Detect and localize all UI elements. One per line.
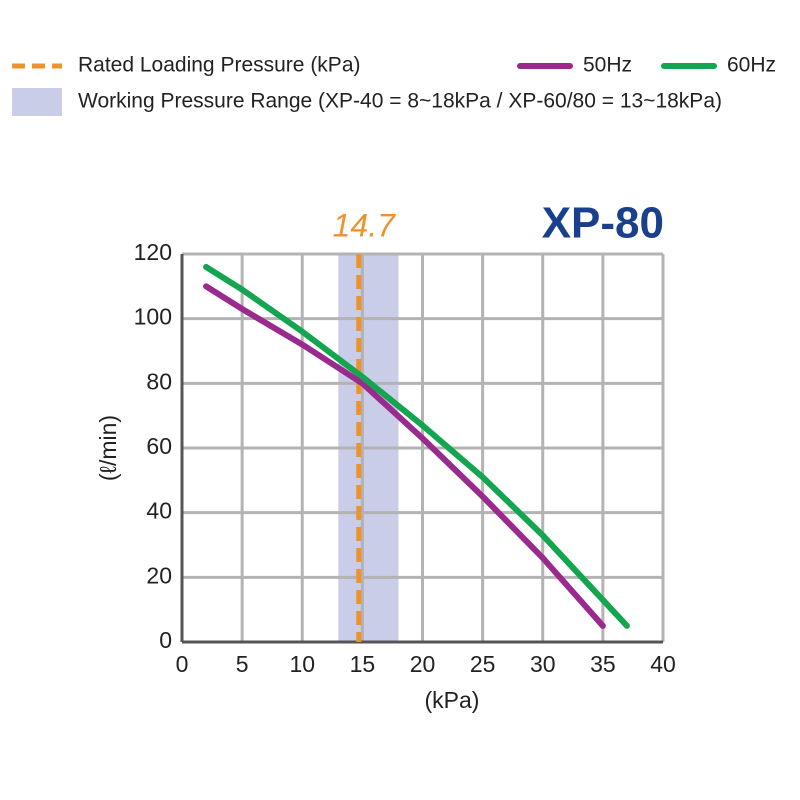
y-axis-label: (ℓ/min) bbox=[95, 415, 121, 481]
x-tick-label: 0 bbox=[176, 651, 189, 677]
y-tick-label: 120 bbox=[134, 239, 172, 265]
x-tick-label: 40 bbox=[650, 651, 676, 677]
x-tick-label: 35 bbox=[590, 651, 616, 677]
x-tick-label: 5 bbox=[236, 651, 249, 677]
y-tick-label: 40 bbox=[146, 498, 172, 524]
x-tick-label: 10 bbox=[289, 651, 315, 677]
legend-label: 60Hz bbox=[727, 54, 776, 77]
legend-label: 50Hz bbox=[583, 54, 632, 77]
y-tick-label: 100 bbox=[134, 304, 172, 330]
series-line bbox=[203, 283, 606, 629]
x-axis-label: (kPa) bbox=[425, 687, 480, 713]
chart-title: XP-80 bbox=[542, 199, 664, 248]
x-tick-label: 20 bbox=[410, 651, 436, 677]
y-tick-label: 80 bbox=[146, 368, 172, 394]
rated-pressure-label: 14.7 bbox=[333, 207, 396, 243]
y-tick-label: 60 bbox=[146, 433, 172, 459]
legend-label: Working Pressure Range (XP-40 = 8~18kPa … bbox=[78, 90, 722, 113]
legend-swatch bbox=[12, 88, 62, 116]
y-tick-label: 0 bbox=[159, 627, 172, 653]
x-tick-label: 25 bbox=[470, 651, 496, 677]
series-line bbox=[203, 263, 630, 629]
legend-label: Rated Loading Pressure (kPa) bbox=[78, 54, 361, 77]
y-tick-label: 20 bbox=[146, 562, 172, 588]
x-tick-label: 30 bbox=[530, 651, 556, 677]
x-tick-label: 15 bbox=[350, 651, 376, 677]
